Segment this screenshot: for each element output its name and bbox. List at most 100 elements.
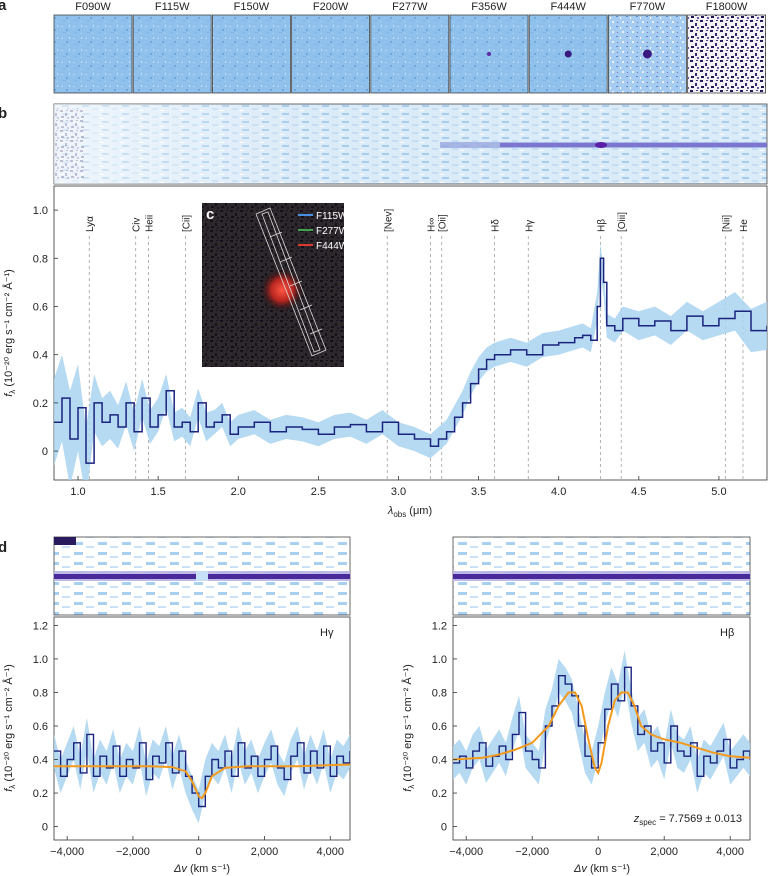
x-tick-label: 4.5: [631, 486, 646, 498]
y-tick-label: 0.2: [432, 788, 447, 800]
cutout-f356w: F356W: [449, 1, 529, 94]
y-tick-label: 0.4: [33, 350, 48, 362]
emission-line-oiii: [Oiii]: [617, 212, 628, 480]
x-tick-label: 4.0: [551, 486, 566, 498]
emission-line-label: H∞: [427, 218, 438, 232]
filter-label-f090w: F090W: [75, 1, 111, 13]
y-tick-label: 0.8: [432, 687, 447, 699]
emission-line-label: Hδ: [491, 219, 502, 232]
filter-label-f115w: F115W: [155, 1, 190, 13]
y-tick-label: 0.8: [33, 687, 48, 699]
hbeta-x-axis-label: Δv (km s⁻¹): [573, 863, 630, 875]
cutout-f150w: F150W: [211, 1, 291, 94]
x-tick-label: 3.0: [391, 486, 406, 498]
filter-label-f200w: F200W: [313, 1, 349, 13]
emission-line-label: He: [739, 219, 750, 232]
x-tick-label: 4,000: [716, 846, 744, 858]
main-x-axis-label: λobs (μm): [387, 505, 432, 519]
x-tick-label: −2,000: [515, 846, 549, 858]
x-tick-label: 1.5: [150, 486, 165, 498]
source-dot: [564, 50, 572, 58]
legend-label-f444w: F444W: [316, 241, 349, 252]
cutout-image-f1800w: [687, 14, 766, 94]
hgamma-data-line: [54, 733, 350, 808]
cutout-f444w: F444W: [528, 1, 608, 94]
filter-label-f770w: F770W: [630, 1, 666, 13]
cutout-f115w: F115W: [132, 1, 212, 94]
emission-line-label: Lyα: [85, 216, 96, 232]
y-tick-label: 0.2: [33, 398, 48, 410]
legend-label-f115w: F115W: [316, 211, 348, 222]
hbeta-axes: −4,000 −2,000 0 2,000 4,000 0 0.2 0.4 0.6 0.8 1.0 1…: [432, 620, 744, 858]
hbeta-plot: −4,000 −2,000 0 2,000 4,000 0 0.2 0.4 0.6 0.8 1.0 1…: [401, 616, 751, 875]
hbeta-2d: [452, 536, 751, 616]
x-tick-label: 2.0: [231, 486, 246, 498]
main-y-axis-label: fλ (10⁻²⁰ erg s⁻¹ cm⁻² Å⁻¹): [2, 269, 17, 397]
cutout-f770w: F770W: [608, 1, 687, 94]
cutout-f090w: F090W: [53, 1, 133, 94]
x-tick-label: −4,000: [50, 846, 84, 858]
x-tick-label: 2,000: [251, 846, 279, 858]
cutout-image-f200w: [291, 14, 371, 94]
cutout-f277w: F277W: [370, 1, 450, 94]
emission-line-he: He: [739, 219, 750, 480]
y-tick-label: 0.6: [33, 301, 48, 313]
filter-label-f277w: F277W: [392, 1, 428, 13]
main-error-band: [54, 243, 767, 480]
main-spectrum-plot: Lyα Civ Heii [Cii] [Nev] H∞ [Oii] Hδ Hγ Hβ [Oiii] […: [2, 185, 768, 519]
hbeta-error-band: [453, 650, 750, 794]
emission-line-label: Hβ: [596, 219, 607, 232]
y-tick-label: 0.4: [33, 755, 48, 767]
emission-line-nev: [Nev]: [383, 208, 394, 480]
x-tick-label: 2,000: [650, 846, 678, 858]
y-tick-label: 1.0: [33, 654, 48, 666]
cutout-image-f277w: [370, 14, 450, 94]
legend-label-f277w: F277W: [316, 226, 349, 237]
cutout-image-f115w: [132, 14, 212, 94]
x-tick-label: −2,000: [116, 846, 150, 858]
cutout-image-f090w: [53, 14, 133, 94]
y-tick-label: 1.2: [33, 620, 48, 632]
x-tick-label: 5.0: [711, 486, 726, 498]
y-tick-label: 0: [441, 822, 447, 834]
x-tick-label: 2.5: [311, 486, 326, 498]
emission-line-label: Civ: [132, 218, 143, 232]
panel-letter-d: d: [0, 539, 7, 556]
inset-legend: F115W F277W F444W: [298, 211, 349, 252]
inset-image: c F115W F277W F444W: [202, 203, 349, 367]
y-tick-label: 1.2: [432, 620, 447, 632]
filter-label-f150w: F150W: [234, 1, 270, 13]
emission-line-oii: [Oii]: [438, 214, 449, 480]
x-tick-label: 4,000: [317, 846, 345, 858]
hgamma-plot: −4,000 −2,000 0 2,000 4,000 0 0.2 0.4 0.6 0.8 1.0 1…: [2, 616, 351, 875]
emission-line-label: [Oii]: [438, 214, 449, 232]
y-tick-label: 0: [42, 446, 48, 458]
y-tick-label: 0.4: [432, 755, 447, 767]
main-spectrum-line: [54, 257, 767, 464]
x-tick-label: −4,000: [449, 846, 483, 858]
filter-label-f1800w: F1800W: [706, 1, 748, 13]
filter-label-f444w: F444W: [550, 1, 586, 13]
emission-line-civ: Civ: [132, 218, 143, 480]
y-tick-label: 0.6: [33, 721, 48, 733]
hgamma-y-axis-label: fλ (10⁻²⁰ erg s⁻¹ cm⁻² Å⁻¹): [2, 664, 17, 792]
cutout-image-f150w: [211, 14, 291, 94]
source-dot: [642, 49, 652, 59]
y-tick-label: 1.0: [432, 654, 447, 666]
hgamma-2d: [53, 536, 351, 616]
panel-letter-a: a: [0, 0, 7, 14]
emission-line-heii: Heii: [145, 215, 156, 480]
x-tick-label: 1.0: [70, 486, 85, 498]
y-tick-label: 1.0: [33, 205, 48, 217]
emission-line-label: Heii: [145, 215, 156, 232]
filter-label-f356w: F356W: [471, 1, 507, 13]
hbeta-fit-line: [453, 691, 750, 776]
emission-line-nii: [Nii]: [721, 215, 732, 480]
emission-line-h: Hβ: [596, 219, 607, 480]
y-tick-label: 0.6: [432, 721, 447, 733]
cutout-f1800w: F1800W: [687, 1, 766, 94]
y-tick-label: 0: [42, 822, 48, 834]
redshift-annotation: zspec = 7.7569 ± 0.013: [633, 813, 742, 827]
emission-line-label: [Cii]: [181, 215, 192, 232]
